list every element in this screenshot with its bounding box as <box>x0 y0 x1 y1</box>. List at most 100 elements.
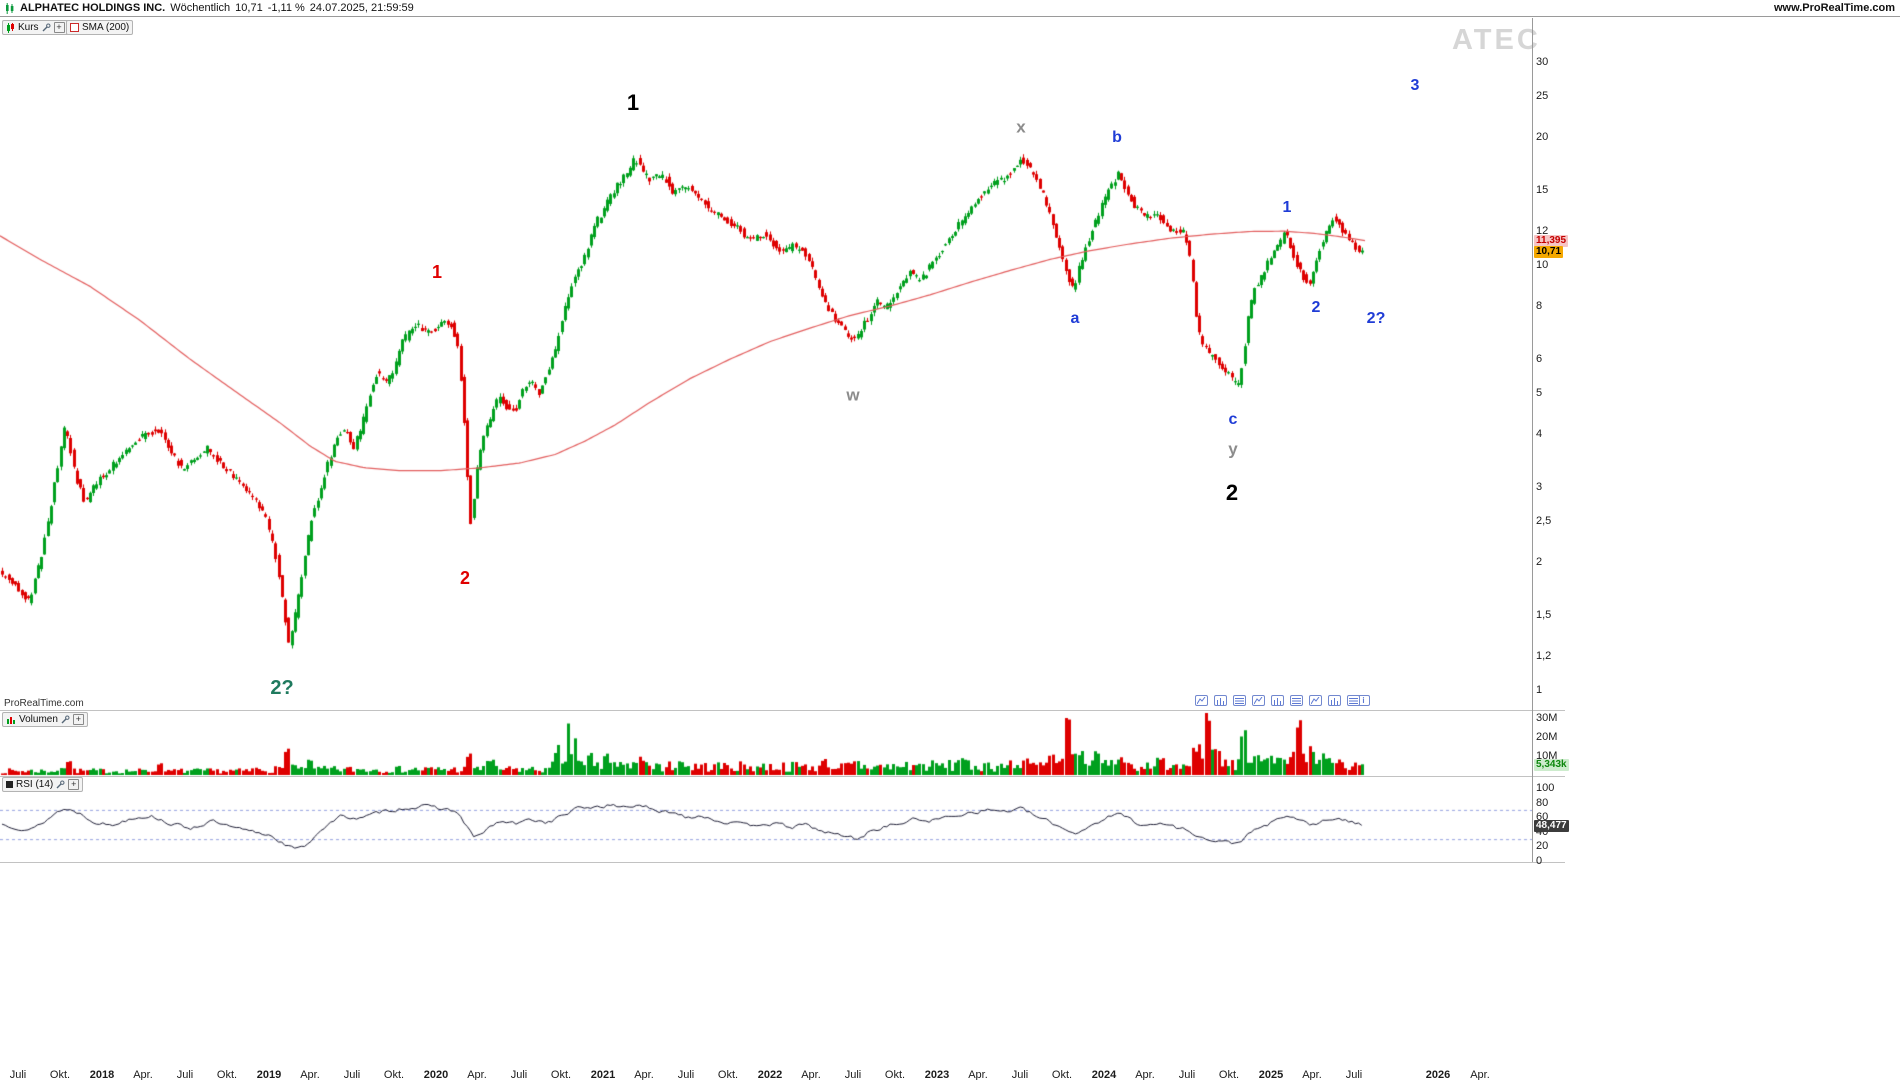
time-axis-label: Juli <box>176 1069 194 1080</box>
quote-datetime: 24.07.2025, 21:59:59 <box>309 2 414 14</box>
time-axis-label: 2023 <box>924 1069 950 1080</box>
volume-legend[interactable]: Volumen + <box>2 712 88 727</box>
time-axis-label: 2018 <box>89 1069 115 1080</box>
wrench-icon[interactable] <box>42 23 51 32</box>
price-series-legend[interactable]: Kurs + <box>2 20 69 35</box>
price-axis-label: 6 <box>1536 353 1543 366</box>
add-indicator-icon[interactable]: + <box>72 714 84 725</box>
title-bar: ALPHATEC HOLDINGS INC. Wöchentlich 10,71… <box>0 0 1900 17</box>
panel-separator <box>0 776 1565 777</box>
wave-annotation[interactable]: c <box>1228 411 1238 428</box>
wave-annotation[interactable]: a <box>1070 310 1080 327</box>
wave-annotation[interactable]: 1 <box>1282 199 1292 216</box>
wave-annotation[interactable]: y <box>1228 439 1238 459</box>
rsi-legend[interactable]: RSI (14) + <box>2 777 84 792</box>
time-axis-label: 2025 <box>1258 1069 1284 1080</box>
time-axis-label: Okt. <box>216 1069 238 1080</box>
chart-tools-row <box>1195 695 1360 706</box>
last-price-badge: 10,71 <box>1534 246 1564 259</box>
time-axis-label: 2024 <box>1091 1069 1117 1080</box>
wave-annotation[interactable]: b <box>1112 129 1122 146</box>
price-axis-label: 12 <box>1536 225 1549 238</box>
wave-annotation[interactable]: 2 <box>1311 299 1321 316</box>
chart-tool-icon[interactable] <box>1252 695 1265 706</box>
time-axis-label: Apr. <box>1135 1069 1155 1080</box>
rsi-pane-canvas[interactable] <box>0 784 1532 864</box>
sma-legend[interactable]: SMA (200) <box>66 20 134 35</box>
info-icon-glyph: i <box>1362 696 1365 705</box>
wave-annotation[interactable]: w <box>846 385 860 405</box>
sma-value-badge: 11,395 <box>1534 234 1569 247</box>
time-axis-label: 2022 <box>757 1069 783 1080</box>
rsi-axis-label: 80 <box>1536 796 1549 809</box>
wrench-icon[interactable] <box>61 715 70 724</box>
chart-tool-icon[interactable] <box>1195 695 1208 706</box>
chart-tool-icon[interactable] <box>1214 695 1227 706</box>
prorealtime-site-link[interactable]: www.ProRealTime.com <box>1773 2 1895 14</box>
time-axis-label: Apr. <box>801 1069 821 1080</box>
add-indicator-icon[interactable]: + <box>68 779 80 790</box>
time-axis-label: Juli <box>510 1069 528 1080</box>
chart-tool-icon[interactable] <box>1233 695 1246 706</box>
instrument-watermark: ATEC <box>1452 24 1541 56</box>
volume-pane-canvas[interactable] <box>0 712 1532 776</box>
time-axis-label: Juli <box>844 1069 862 1080</box>
time-axis-label: Apr. <box>968 1069 988 1080</box>
time-axis-label: Juli <box>343 1069 361 1080</box>
time-axis-label: Okt. <box>49 1069 71 1080</box>
wave-annotation[interactable]: 3 <box>1410 77 1420 94</box>
wave-annotation[interactable]: x <box>1016 117 1026 137</box>
price-pane-canvas[interactable] <box>0 18 1532 710</box>
time-axis-label: 2019 <box>256 1069 282 1080</box>
price-axis-label: 2 <box>1536 556 1543 569</box>
wave-annotation[interactable]: 2 <box>1225 480 1239 505</box>
time-axis-label: Juli <box>1345 1069 1363 1080</box>
rsi-label: RSI (14) <box>16 779 54 790</box>
wave-annotation[interactable]: 2? <box>1366 310 1386 327</box>
last-price-text: 10,71 <box>235 2 263 14</box>
wave-annotation[interactable]: 1 <box>431 262 443 282</box>
price-series-label: Kurs <box>18 22 39 33</box>
time-axis-label: Okt. <box>383 1069 405 1080</box>
instrument-name: ALPHATEC HOLDINGS INC. <box>20 2 166 14</box>
price-axis-label: 5 <box>1536 386 1543 399</box>
time-axis-label: Okt. <box>717 1069 739 1080</box>
wave-annotation[interactable]: 1 <box>626 90 640 115</box>
time-axis-label: 2020 <box>423 1069 449 1080</box>
volume-value-badge: 5,343k <box>1534 758 1569 771</box>
volume-label: Volumen <box>19 714 58 725</box>
time-axis-label: Okt. <box>550 1069 572 1080</box>
price-axis-label: 2,5 <box>1536 514 1552 527</box>
chart-tool-icon[interactable] <box>1328 695 1341 706</box>
sma-color-swatch <box>70 23 79 32</box>
price-axis-line <box>1532 18 1533 862</box>
chart-tool-icon[interactable] <box>1309 695 1322 706</box>
time-axis-label: Juli <box>1011 1069 1029 1080</box>
chart-tool-icon[interactable] <box>1290 695 1303 706</box>
price-axis-label: 15 <box>1536 183 1549 196</box>
time-axis-label: Juli <box>1178 1069 1196 1080</box>
chart-tool-icon[interactable] <box>1271 695 1284 706</box>
prorealtime-branding: ProRealTime.com <box>4 698 84 709</box>
wrench-icon[interactable] <box>56 780 65 789</box>
mini-chart-icon <box>6 2 14 14</box>
price-axis-label: 10 <box>1536 258 1549 271</box>
time-axis-label: Apr. <box>1470 1069 1490 1080</box>
time-axis-label: Juli <box>677 1069 695 1080</box>
timeframe-label: Wöchentlich <box>170 2 231 14</box>
time-axis-label: 2026 <box>1425 1069 1451 1080</box>
time-axis-label: Apr. <box>467 1069 487 1080</box>
rsi-axis-label: 100 <box>1536 782 1555 794</box>
change-percent-text: -1,11 % <box>267 2 305 14</box>
wave-annotation[interactable]: 2? <box>270 677 294 699</box>
time-axis-label: Okt. <box>1218 1069 1240 1080</box>
time-axis-label: Apr. <box>1302 1069 1322 1080</box>
instrument-summary: ALPHATEC HOLDINGS INC. Wöchentlich 10,71… <box>5 2 414 14</box>
add-indicator-icon[interactable]: + <box>53 22 65 33</box>
price-axis-label: 1 <box>1536 684 1543 696</box>
rsi-axis-label: 0 <box>1536 855 1543 867</box>
chart-tool-icon[interactable] <box>1347 695 1360 706</box>
time-axis-label: Apr. <box>300 1069 320 1080</box>
time-axis-label: Apr. <box>133 1069 153 1080</box>
wave-annotation[interactable]: 2 <box>459 568 471 588</box>
